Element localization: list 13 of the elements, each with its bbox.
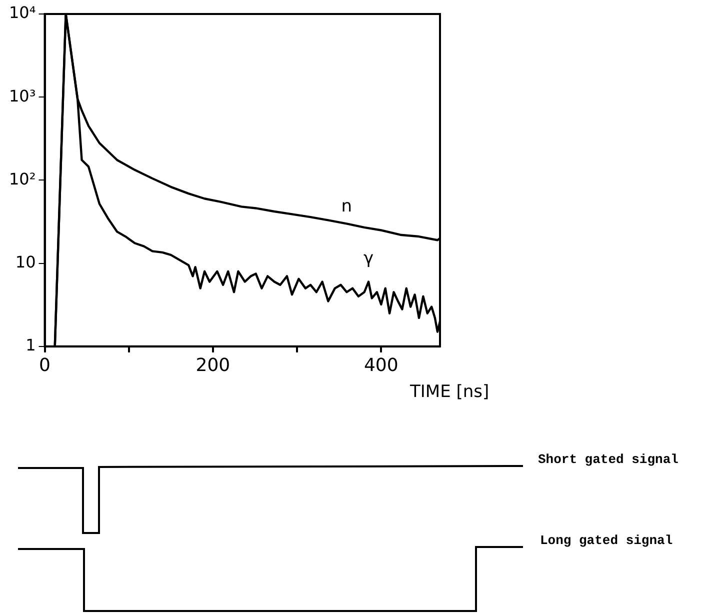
y-tick-label: 10³ <box>8 86 36 106</box>
text: Short gated signal <box>538 452 678 467</box>
y-tick-label: 10 <box>15 252 36 272</box>
y-tick-label: 10² <box>8 169 36 188</box>
x-tick-label: 200 <box>196 354 230 376</box>
y-tick-label: 1 <box>26 336 36 355</box>
series-label: n <box>341 196 352 217</box>
y-tick-label: 10⁴ <box>8 3 36 22</box>
x-tick-label: 400 <box>364 354 398 376</box>
x-axis-title: TIME [ns] <box>410 382 490 402</box>
series-label: γ <box>363 248 374 269</box>
text: Long gated signal <box>540 533 673 548</box>
x-tick-label: 0 <box>39 354 50 376</box>
